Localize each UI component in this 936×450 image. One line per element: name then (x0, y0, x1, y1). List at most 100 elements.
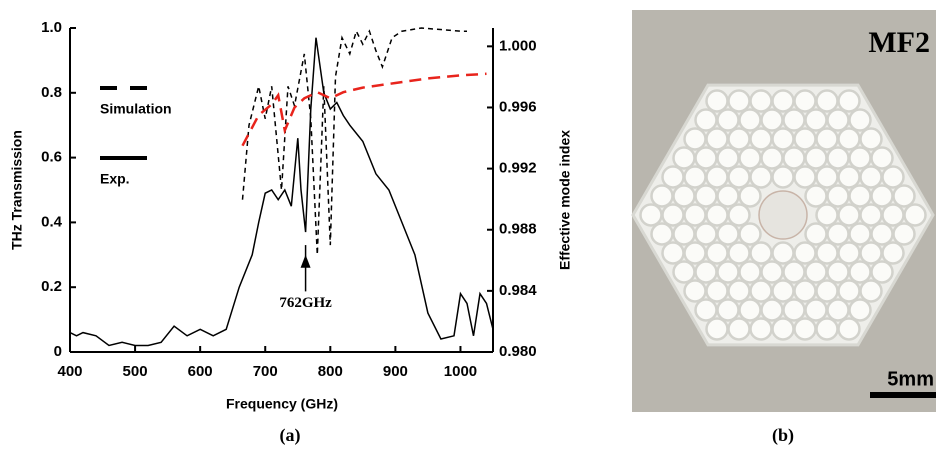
fiber-hole (727, 279, 751, 303)
fiber-hole (848, 184, 872, 208)
y-tick-label: 1.0 (41, 19, 62, 36)
series-line (241, 72, 487, 147)
caption: (b) (772, 425, 794, 446)
fiber-hole (705, 165, 729, 189)
fiber-hole (661, 165, 685, 189)
fiber-hole (793, 165, 817, 189)
fiber-hole (771, 279, 795, 303)
fiber-hole (826, 260, 850, 284)
fiber-hole (826, 146, 850, 170)
fiber-hole (859, 241, 883, 265)
fiber-hole (837, 241, 861, 265)
fiber-holes (639, 89, 927, 341)
fiber-hole (804, 108, 828, 132)
fiber-hole (683, 279, 707, 303)
fiber-hole (760, 146, 784, 170)
fiber-hole (837, 203, 861, 227)
y2-tick-label: 0.996 (499, 98, 537, 115)
fiber-hole (672, 222, 696, 246)
fiber-hole (727, 127, 751, 151)
fiber-hole (848, 146, 872, 170)
fiber-hole (815, 317, 839, 341)
fiber-hole (738, 260, 762, 284)
fiber-hole (694, 298, 718, 322)
y-tick-label: 0.8 (41, 84, 62, 101)
fiber-hole (848, 222, 872, 246)
y2-tick-label: 0.980 (499, 343, 537, 360)
fiber-hole (837, 317, 861, 341)
fiber-hole (793, 89, 817, 113)
fiber-hole (837, 279, 861, 303)
fiber-hole (749, 165, 773, 189)
fiber-hole (672, 260, 696, 284)
fiber-hole (859, 279, 883, 303)
x-tick-label: 1000 (444, 363, 477, 380)
fiber-hole (738, 108, 762, 132)
fiber-hole (738, 298, 762, 322)
fiber-hole (881, 165, 905, 189)
fiber-hole (683, 203, 707, 227)
fiber-hole (760, 298, 784, 322)
fiber-hole (694, 108, 718, 132)
fiber-hole (870, 184, 894, 208)
fiber-hole (727, 165, 751, 189)
scale-bar (870, 392, 936, 398)
y-axis-label: THz Transmission (9, 130, 25, 250)
fiber-hole (826, 184, 850, 208)
fiber-hole (782, 108, 806, 132)
caption: (a) (280, 425, 301, 446)
fiber-hole (650, 222, 674, 246)
fiber-hole (727, 241, 751, 265)
fiber-hole (848, 298, 872, 322)
legend-label: Simulation (100, 101, 172, 117)
scale-bar-label: 5mm (887, 368, 934, 390)
fiber-hole (716, 222, 740, 246)
fiber-hole (705, 127, 729, 151)
fiber-hole (903, 203, 927, 227)
annotation: 762GHz (279, 295, 332, 311)
fiber-hole (705, 317, 729, 341)
fiber-hole (826, 298, 850, 322)
annotation-arrowhead (300, 254, 311, 268)
fiber-hole (727, 317, 751, 341)
x-tick-label: 700 (253, 363, 278, 380)
x-tick-label: 500 (123, 363, 148, 380)
fiber-hole (782, 260, 806, 284)
fiber-hole (683, 241, 707, 265)
fiber-hole (837, 165, 861, 189)
fiber-hole (738, 146, 762, 170)
fiber-hole (815, 89, 839, 113)
fiber-hole (793, 241, 817, 265)
fiber-hole (694, 222, 718, 246)
fiber-hole (716, 184, 740, 208)
fiber-hole (881, 203, 905, 227)
series-line (241, 27, 467, 255)
fiber-hole (694, 146, 718, 170)
x-tick-label: 800 (318, 363, 343, 380)
fiber-hole (683, 127, 707, 151)
fiber-hole (793, 317, 817, 341)
photo-label: MF2 (868, 26, 930, 59)
fiber-hole (716, 108, 740, 132)
fiber-hole (870, 260, 894, 284)
fiber-hole (771, 89, 795, 113)
fiber-hole (804, 260, 828, 284)
fiber-hole (771, 241, 795, 265)
fiber-hole (859, 165, 883, 189)
fiber-hole (705, 89, 729, 113)
fiber-hole (815, 279, 839, 303)
fiber-hole (815, 127, 839, 151)
fiber-hole (749, 127, 773, 151)
fiber-hole (705, 203, 729, 227)
fiber-hole (804, 146, 828, 170)
legend-label: Exp. (100, 171, 130, 187)
fiber-hole (760, 108, 784, 132)
fiber-hole (727, 203, 751, 227)
fiber-hole (804, 184, 828, 208)
fiber-hole (793, 127, 817, 151)
x-tick-label: 900 (383, 363, 408, 380)
fiber-hole (859, 203, 883, 227)
fiber-hole (749, 279, 773, 303)
y2-tick-label: 1.000 (499, 37, 537, 54)
